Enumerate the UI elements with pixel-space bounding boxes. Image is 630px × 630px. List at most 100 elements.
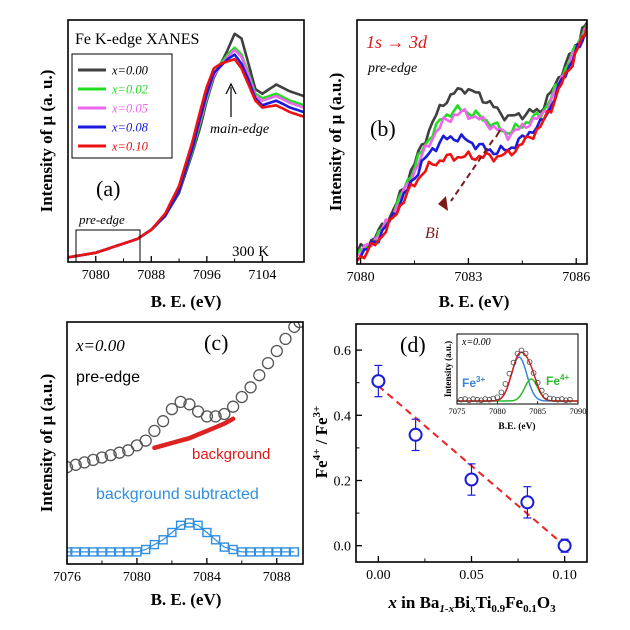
pre-edge-point [253,369,266,382]
panel-d-series [371,364,572,553]
xlabel-sub4: 0.1 [523,603,537,615]
inset-data-point [458,396,464,403]
pre-edge-point [113,446,126,459]
inset-xtick-label: 7085 [529,406,546,416]
pre-edge-point [261,356,275,370]
pre-edge-point [244,381,257,394]
panel-c-sample-label: x=0.00 [75,336,125,355]
panel-a-main-edge-label: main-edge [210,122,269,137]
panel-a-xtick-label: 7080 [82,268,110,283]
panel-b-bi-label: Bi [425,225,439,242]
panel-a-frame [67,19,305,263]
panel-c-xtick-label: 7076 [53,570,81,585]
panel-a-legend-entries: x=0.00 x=0.02 x=0.05 x=0.08 x=0.10 [78,64,149,154]
panel-d-ticks: 0.00 0.05 0.10 0.0 0.2 0.4 0.6 [334,344,577,583]
pre-edge-point [87,453,100,467]
panel-b-series-line [357,24,587,262]
ylabel-slash: / Fe [312,417,331,449]
pre-edge-point [156,415,170,428]
pre-edge-point [235,390,248,404]
panel-d-inset: 7075 7080 7085 7090 x=0.00 Fe3+ Fe4+ B.E. (… [443,333,587,432]
ylabel-sup4: 4+ [311,449,323,461]
xlabel-sub3: 0.9 [491,603,505,615]
inset-data-point [534,379,541,386]
inset-xtick-label: 7075 [449,406,466,416]
data-point [464,472,479,487]
panel-c-label: (c) [204,330,228,355]
subtracted-point [149,539,160,550]
inset-fe3-sup: 3+ [476,375,485,384]
panel-b-xtick-label: 7086 [562,270,590,285]
panel-d-ytick-label: 0.6 [334,344,352,359]
inset-fe3-text: Fe [462,376,476,390]
inset-title: x=0.00 [461,337,491,348]
panel-d-ylabel: Fe4+ / Fe3+ [311,406,331,479]
legend-label: x=0.08 [111,121,149,135]
pre-edge-point [174,395,187,409]
inset-data-point [542,393,549,399]
panel-b-series-line [357,26,587,257]
xlabel-ba: in Ba [397,593,440,612]
panel-c-xtick-label: 7080 [123,570,151,585]
panel-c-xlabel: B. E. (eV) [151,590,222,609]
panel-a-title: Fe K-edge XANES [75,31,199,48]
inset-data-point [563,397,569,404]
inset-data-point [498,389,505,396]
subtracted-point [184,518,195,528]
inset-data-point [482,396,489,402]
pre-edge-point [183,398,196,411]
subtracted-point [210,535,221,545]
inset-data-point [530,370,537,376]
subtracted-point [175,520,186,530]
pre-edge-point [226,400,240,413]
inset-data-point [538,387,545,394]
pre-edge-point [95,451,109,464]
panel-c-xtick-label: 7088 [263,570,291,585]
inset-ticks: 7075 7080 7085 7090 [449,401,587,416]
subtracted-point [132,547,142,557]
inset-data-point [486,396,493,403]
subtracted-point [88,547,98,557]
panel-d-xtick-label: 0.05 [459,568,484,583]
xlabel-sub1: 1-x [439,603,454,615]
panel-d-ytick-label: 0.4 [334,409,352,424]
ylabel-sup3: 3+ [311,406,323,418]
inset-data-point [502,381,509,387]
panel-d-ytick-label: 0.2 [334,474,352,489]
pre-edge-point [293,322,303,329]
data-point [371,374,386,389]
inset-data-point [554,396,561,403]
panel-d-xtick-label: 0.00 [366,568,391,583]
panel-a-temperature: 300 K [232,244,269,260]
panel-c-background-label: background [192,446,270,463]
subtracted-point [193,520,203,530]
panel-d-xtick-label: 0.10 [552,568,577,583]
pre-edge-point [200,410,214,423]
data-point [408,427,423,442]
pre-edge-point [165,402,179,416]
inset-data-point [466,397,472,404]
subtracted-point [289,547,299,557]
inset-fe4-label: Fe4+ [546,373,569,388]
panel-c-ylabel: Intensity of μ (a.u.) [37,374,56,513]
inset-data-point [470,396,476,402]
inset-data-point [526,359,533,365]
legend-label: x=0.10 [111,140,149,154]
pre-edge-point [78,456,91,469]
panel-b-label: (b) [370,116,396,141]
pre-edge-point [279,332,292,346]
subtracted-point [158,535,168,545]
panel-b-transition-label: 1s → 3d [366,32,428,52]
panel-b-frame [356,19,588,265]
inset-fe4-sup: 4+ [560,373,569,382]
xlabel-sub2: x [469,603,476,615]
subtracted-point [280,547,291,557]
legend-label: x=0.00 [111,64,149,78]
inset-fe4-text: Fe [546,374,560,388]
legend-label: x=0.05 [111,102,148,116]
panel-b-pre-edge-label: pre-edge [367,61,417,76]
xlabel-sub5: 3 [550,603,556,615]
inset-data-point [490,395,497,402]
panel-a-xlabel: B. E. (eV) [151,292,222,311]
panel-a-ylabel: Intensity of μ (a. u.) [37,70,56,213]
